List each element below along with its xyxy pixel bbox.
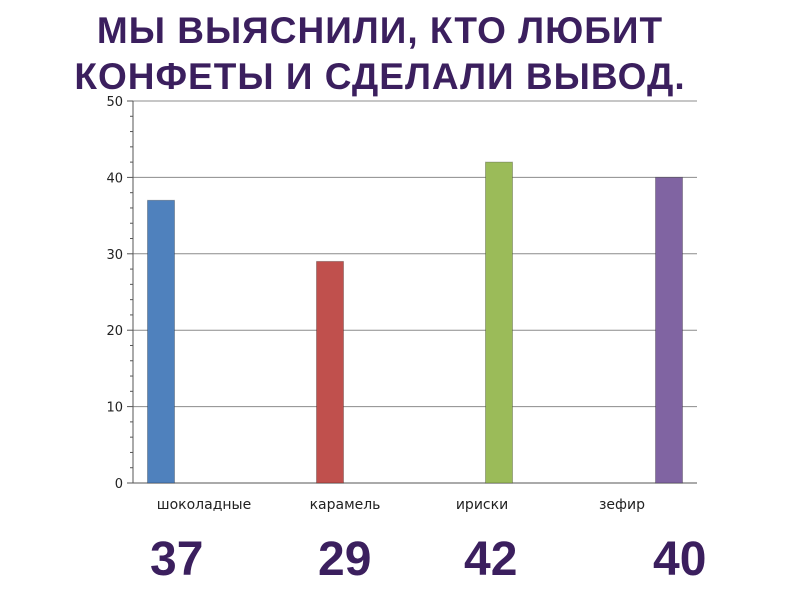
y-tick-label-50: 50	[106, 95, 123, 110]
bar-0	[147, 199, 175, 484]
x-category-label-2: ириски	[456, 497, 508, 513]
x-category-label-1: карамель	[310, 497, 381, 513]
y-tick-label-10: 10	[106, 401, 123, 416]
y-tick-label-20: 20	[106, 324, 123, 339]
bar-2	[485, 161, 513, 484]
x-category-label-0: шоколадные	[157, 497, 251, 513]
value-caption-marshmallow: 40	[653, 533, 707, 586]
y-tick-label-0: 0	[115, 477, 123, 492]
slide-title-line-2: КОНФЕТЫ И СДЕЛАЛИ ВЫВОД.	[74, 56, 686, 97]
value-caption-caramel: 29	[318, 533, 372, 586]
slide-title: МЫ ВЫЯСНИЛИ, КТО ЛЮБИТ КОНФЕТЫ И СДЕЛАЛИ…	[0, 8, 760, 100]
bar-1	[316, 260, 344, 484]
y-tick-label-40: 40	[106, 171, 123, 186]
value-caption-chocolate: 37	[150, 533, 204, 586]
value-caption-toffee: 42	[464, 533, 518, 586]
slide-title-line-1: МЫ ВЫЯСНИЛИ, КТО ЛЮБИТ	[96, 10, 664, 51]
bar-3	[655, 176, 683, 484]
x-category-label-3: зефир	[599, 497, 645, 513]
y-tick-label-30: 30	[106, 248, 123, 263]
